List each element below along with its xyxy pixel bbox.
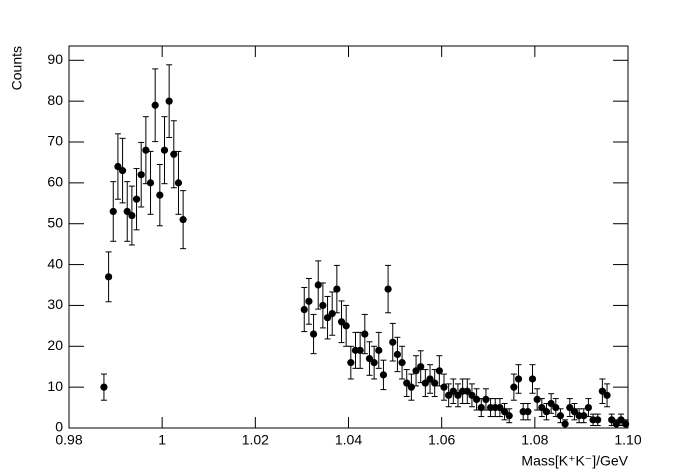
data-point (542, 408, 551, 416)
data-point (500, 408, 509, 416)
data-point (342, 322, 350, 330)
data-point (556, 412, 565, 420)
data-point (305, 297, 313, 305)
data-point (412, 367, 420, 375)
data-point (300, 305, 308, 314)
data-point (524, 408, 532, 416)
data-point (100, 383, 108, 391)
data-point (319, 301, 327, 310)
data-point (118, 167, 127, 175)
data-point (356, 346, 364, 354)
data-point (570, 408, 579, 416)
data-point (389, 338, 397, 346)
data-point (417, 363, 425, 371)
data-point (128, 211, 136, 220)
y-tick-label: 90 (47, 51, 63, 67)
data-point (617, 416, 625, 424)
data-point (603, 391, 611, 399)
x-tick-label: 1.10 (614, 432, 641, 448)
y-tick-label: 20 (47, 337, 63, 353)
data-point (328, 310, 336, 318)
y-tick-label: 0 (55, 419, 63, 435)
x-tick-label: 0.98 (55, 432, 82, 448)
data-point (142, 146, 150, 154)
y-tick-label: 10 (47, 378, 63, 394)
data-point (309, 330, 318, 338)
y-tick-label: 30 (47, 296, 63, 312)
data-point (584, 403, 593, 412)
data-point (538, 403, 546, 412)
y-tick-label: 80 (47, 92, 63, 108)
data-point (337, 318, 346, 326)
data-point (622, 420, 630, 428)
data-point (146, 179, 155, 187)
data-point (165, 97, 173, 105)
data-point (510, 383, 518, 391)
x-axis-label: Mass[K⁺K⁻]/GeV (521, 453, 628, 469)
data-point (477, 403, 485, 412)
data-point (468, 391, 476, 399)
data-point (333, 285, 341, 293)
data-point (170, 150, 178, 158)
data-point (114, 162, 122, 171)
data-point (174, 179, 183, 187)
data-point (547, 399, 555, 408)
y-tick-label: 70 (47, 133, 63, 149)
data-point (156, 191, 164, 199)
data-point (514, 375, 523, 383)
data-point (440, 383, 448, 391)
data-point (347, 359, 355, 367)
data-point (580, 412, 588, 420)
data-point (132, 195, 141, 203)
data-point (566, 403, 574, 412)
y-tick-label: 40 (47, 255, 63, 271)
data-point (473, 395, 481, 404)
y-tick-label: 60 (47, 174, 63, 190)
data-point (594, 416, 602, 424)
data-point (384, 285, 392, 293)
y-tick-label: 50 (47, 214, 63, 230)
data-point (370, 359, 378, 367)
data-point (421, 379, 429, 387)
data-point (435, 367, 443, 375)
data-point (445, 391, 453, 399)
data-point (109, 207, 117, 216)
data-point (449, 387, 457, 395)
data-point (393, 350, 402, 359)
data-point (496, 403, 504, 412)
data-point (528, 375, 537, 383)
data-point (398, 359, 406, 367)
data-point (375, 346, 383, 354)
data-point (137, 171, 145, 179)
x-tick-label: 1.06 (428, 432, 455, 448)
data-point (323, 314, 332, 322)
data-point (608, 416, 616, 424)
data-point (598, 387, 606, 395)
data-point (561, 420, 569, 428)
data-point (123, 207, 131, 216)
y-axis-label: Counts (9, 46, 25, 90)
data-point (552, 403, 560, 412)
data-point (463, 387, 471, 395)
data-point (431, 379, 439, 387)
data-point (454, 391, 462, 399)
data-point (361, 330, 369, 338)
x-tick-label: 1.04 (335, 432, 362, 448)
data-point (407, 383, 415, 391)
data-point (179, 216, 187, 224)
data-point (104, 273, 113, 281)
x-tick-label: 1.02 (242, 432, 269, 448)
x-tick-label: 1 (158, 432, 166, 448)
data-point (379, 371, 388, 379)
data-point (426, 375, 434, 383)
data-point (160, 146, 169, 154)
data-point (403, 379, 411, 387)
data-point (482, 395, 490, 404)
data-point (365, 354, 374, 363)
data-point (505, 412, 513, 420)
data-point (151, 101, 159, 109)
data-point (533, 395, 541, 404)
x-tick-label: 1.08 (521, 432, 548, 448)
